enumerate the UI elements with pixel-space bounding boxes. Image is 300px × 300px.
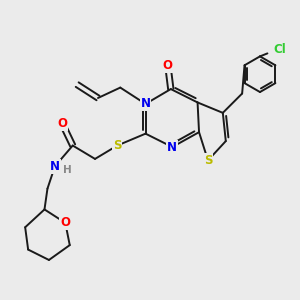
Text: O: O: [57, 117, 67, 130]
Text: N: N: [140, 98, 151, 110]
Text: Cl: Cl: [274, 43, 286, 56]
Text: O: O: [60, 216, 70, 229]
Text: O: O: [163, 59, 173, 72]
Text: S: S: [204, 154, 212, 167]
Text: N: N: [167, 140, 177, 154]
Text: S: S: [113, 139, 122, 152]
Text: N: N: [50, 160, 60, 173]
Text: H: H: [63, 165, 72, 175]
